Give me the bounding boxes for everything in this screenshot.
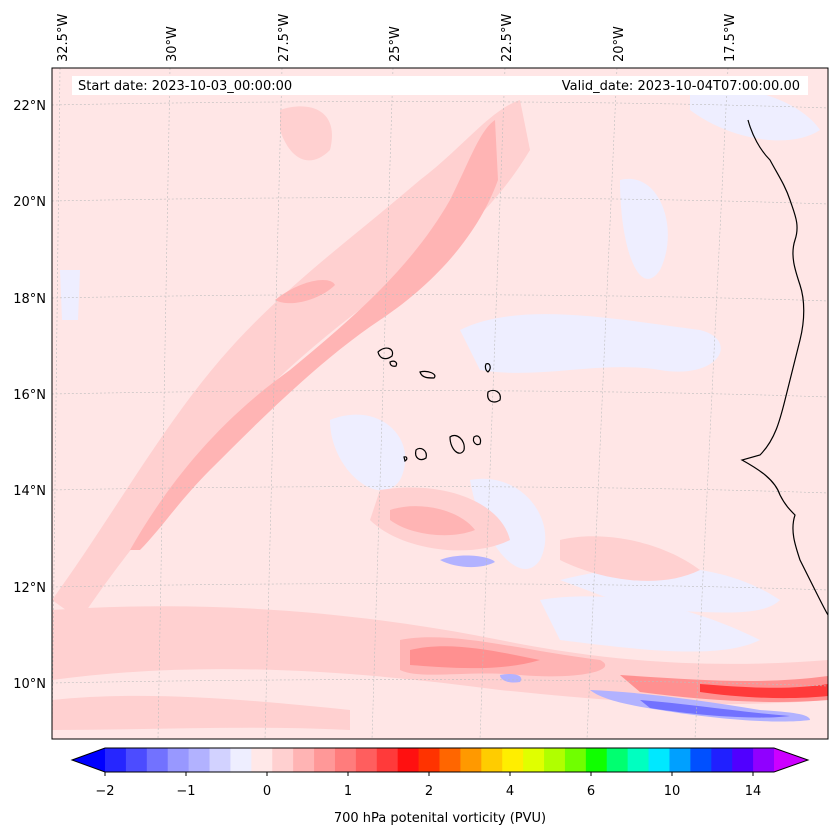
lon-label: 22.5°W (500, 14, 515, 62)
colorbar-extend-max (774, 748, 808, 772)
colorbar-ticks: −2 −1 0 1 2 4 6 10 14 (95, 784, 761, 799)
colorbar-segment (376, 748, 399, 772)
colorbar-segment (606, 748, 629, 772)
colorbar-segment (334, 748, 357, 772)
colorbar-segment (544, 748, 566, 772)
colorbar-segment (397, 748, 420, 772)
lon-label: 32.5°W (56, 14, 71, 62)
colorbar-segment (690, 748, 712, 772)
map-frame (51, 67, 829, 740)
colorbar-segment (585, 748, 608, 772)
graticule (52, 68, 828, 739)
lat-label: 14°N (13, 484, 46, 499)
colorbar-segment (711, 748, 733, 772)
colorbar-segment (355, 748, 378, 772)
colorbar-tick-label: −2 (95, 784, 114, 799)
colorbar-segment (125, 748, 148, 772)
colorbar-segment (146, 748, 169, 772)
header-bar (72, 76, 808, 95)
lat-label: 18°N (13, 292, 46, 307)
colorbar-segment (105, 748, 127, 772)
colorbar-segment (188, 748, 211, 772)
colorbar-segment (481, 748, 503, 772)
lon-label: 25°W (388, 26, 403, 62)
lat-label: 12°N (13, 581, 46, 596)
colorbar-segment (753, 748, 775, 772)
lon-label: 20°W (612, 26, 627, 62)
lat-label: 10°N (13, 677, 46, 692)
lat-label: 20°N (13, 195, 46, 210)
map-panel (52, 68, 828, 739)
colorbar-extend-min (72, 748, 105, 772)
colorbar-segment (230, 748, 252, 772)
colorbar-segment (669, 748, 691, 772)
start-date-text: Start date: 2023-10-03_00:00:00 (78, 79, 292, 94)
colorbar (70, 747, 810, 776)
colorbar-segment (460, 748, 482, 772)
colorbar-tick-label: 0 (263, 784, 271, 799)
colorbar-tick-label: 4 (506, 784, 514, 799)
colorbar-segment (564, 748, 587, 772)
colorbar-segment (418, 748, 440, 772)
colorbar-tick-label: 1 (344, 784, 352, 799)
colorbar-tick-label: −1 (176, 784, 195, 799)
colorbar-segment (627, 748, 650, 772)
longitude-labels: 32.5°W 30°W 27.5°W 25°W 22.5°W 20°W 17.5… (56, 14, 738, 62)
colorbar-segment (523, 748, 545, 772)
cape-verde-islands (377, 347, 501, 462)
colorbar-segment (209, 748, 231, 772)
lat-label: 22°N (13, 99, 46, 114)
lon-label: 17.5°W (723, 14, 738, 62)
colorbar-segment (648, 748, 670, 772)
colorbar-tick-label: 2 (425, 784, 433, 799)
colorbar-segment (439, 748, 461, 772)
colorbar-segment (314, 748, 336, 772)
colorbar-segment (732, 748, 754, 772)
latitude-labels: 22°N 20°N 18°N 16°N 14°N 12°N 10°N (13, 99, 46, 692)
colorbar-segment (251, 748, 273, 772)
colorbar-tick-label: 6 (587, 784, 595, 799)
valid-date-text: Valid_date: 2023-10-04T07:00:00.00 (562, 79, 800, 94)
coastline-africa (740, 119, 828, 616)
negative-pv-areas (60, 87, 820, 652)
colorbar-tick-label: 14 (745, 784, 762, 799)
colorbar-segment (167, 748, 190, 772)
lon-label: 30°W (165, 26, 180, 62)
lon-label: 27.5°W (277, 14, 292, 62)
colorbar-tick-label: 10 (664, 784, 681, 799)
colorbar-title: 700 hPa potenital vorticity (PVU) (334, 811, 546, 826)
colorbar-segment (272, 748, 294, 772)
pv-min-band (440, 555, 810, 722)
pv-max-band (410, 646, 828, 703)
colorbar-segment (293, 748, 315, 772)
colorbar-segment (502, 748, 524, 772)
lat-label: 16°N (13, 388, 46, 403)
